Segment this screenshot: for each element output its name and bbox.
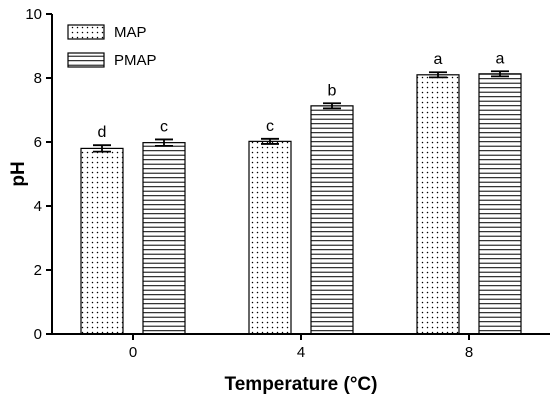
error-bar-map-8 bbox=[429, 71, 447, 79]
significance-labels-layer: d c a c b a bbox=[98, 50, 505, 141]
error-bar-map-4 bbox=[261, 137, 279, 145]
y-tick-label: 6 bbox=[34, 134, 42, 151]
legend-swatch bbox=[67, 24, 105, 40]
significance-label: c bbox=[266, 118, 274, 135]
legend-item-pmap: PMAP bbox=[67, 52, 157, 69]
bar-pmap-0 bbox=[142, 142, 186, 335]
error-bar-map-0 bbox=[93, 144, 111, 153]
bar-pmap-4 bbox=[310, 105, 354, 335]
x-axis-title: Temperature (°C) bbox=[225, 374, 378, 395]
error-bar-pmap-0 bbox=[155, 138, 173, 147]
bar-map-4 bbox=[248, 140, 292, 335]
x-tick-label: 8 bbox=[465, 344, 473, 361]
legend-item-map: MAP bbox=[67, 24, 147, 41]
bar-map-8 bbox=[416, 74, 460, 335]
error-bar-pmap-4 bbox=[323, 102, 341, 110]
bar-map-0 bbox=[80, 147, 124, 335]
y-tick-label: 2 bbox=[34, 262, 42, 279]
bars-layer bbox=[80, 73, 522, 335]
y-tick-label: 4 bbox=[34, 198, 42, 215]
significance-label: a bbox=[434, 51, 443, 68]
y-axis-title: pH bbox=[8, 161, 29, 186]
error-bars-layer bbox=[93, 70, 509, 153]
x-tick-label: 0 bbox=[129, 344, 137, 361]
legend-swatch bbox=[67, 52, 105, 68]
significance-label: b bbox=[328, 82, 337, 99]
x-tick-label: 4 bbox=[297, 344, 305, 361]
legend: MAP PMAP bbox=[67, 24, 157, 69]
y-tick-label: 0 bbox=[34, 326, 42, 343]
y-tick-label: 10 bbox=[25, 6, 42, 23]
bar-pmap-8 bbox=[478, 73, 522, 335]
significance-label: a bbox=[496, 50, 505, 67]
axes-layer: 0 2 4 6 8 10 0 4 8 bbox=[25, 6, 550, 361]
y-tick-label: 8 bbox=[34, 70, 42, 87]
legend-label: PMAP bbox=[114, 52, 157, 69]
legend-label: MAP bbox=[114, 24, 147, 41]
significance-label: d bbox=[98, 124, 107, 141]
error-bar-pmap-8 bbox=[491, 70, 509, 78]
significance-label: c bbox=[160, 118, 168, 135]
